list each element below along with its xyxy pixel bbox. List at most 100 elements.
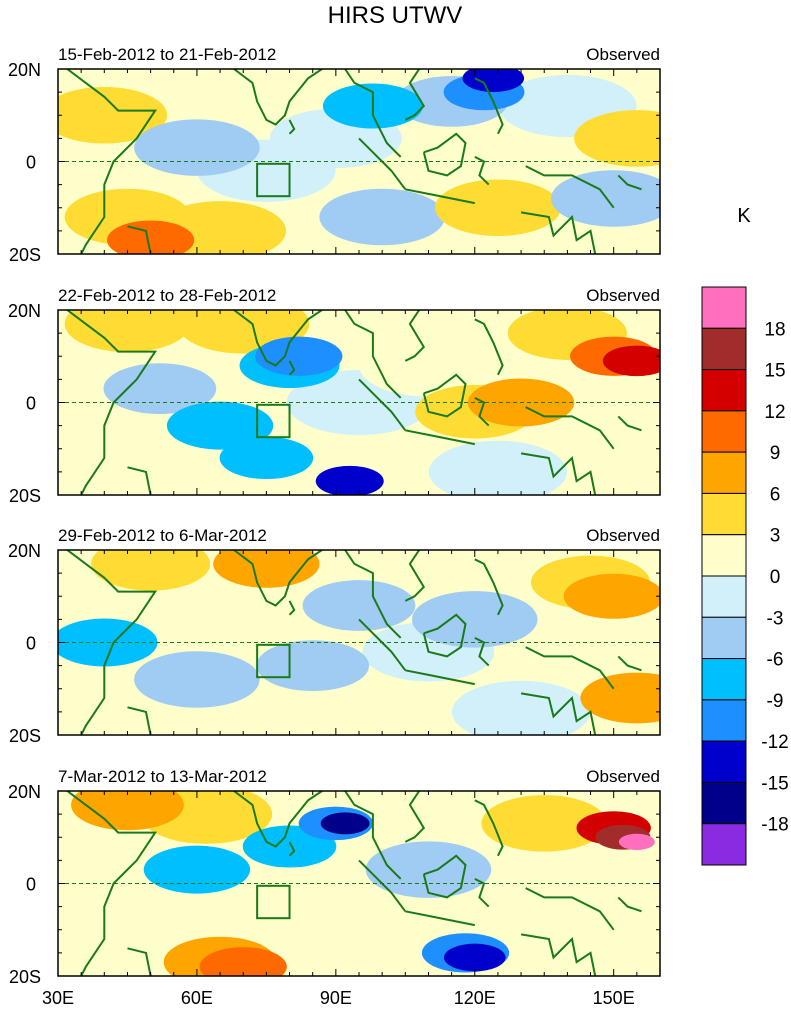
coastline xyxy=(520,692,597,735)
panel-source-label: Observed xyxy=(586,45,660,64)
coastline xyxy=(525,646,615,690)
coastline xyxy=(233,310,323,367)
coastline xyxy=(404,550,426,602)
coastline xyxy=(422,373,467,418)
coastline xyxy=(288,600,296,616)
x-tick-label: 150E xyxy=(593,988,635,1008)
colorbar-label: 15 xyxy=(764,361,785,382)
coastline xyxy=(474,799,504,857)
y-tick-label: 20S xyxy=(9,245,41,265)
colorbar-label: -3 xyxy=(767,608,784,629)
colorbar-swatch xyxy=(701,781,747,825)
utwv-field xyxy=(58,69,660,254)
colorbar-label: -9 xyxy=(767,691,784,712)
anomaly-cell xyxy=(319,188,445,246)
region-box xyxy=(256,884,291,920)
y-tick-label: 20S xyxy=(9,726,41,746)
utwv-field xyxy=(58,550,660,735)
colorbar-swatch xyxy=(701,658,747,701)
colorbar-swatch xyxy=(701,616,747,660)
anomaly-cell xyxy=(443,943,506,972)
coastline xyxy=(474,558,504,616)
coastline xyxy=(422,854,467,899)
colorbar-swatch xyxy=(701,410,747,453)
utwv-field xyxy=(58,310,660,495)
anomaly-cell xyxy=(143,845,251,894)
map-panel-1: 15-Feb-2012 to 21-Feb-2012 Observed 20N 0 20… xyxy=(8,45,661,265)
anomaly-cell xyxy=(166,401,274,450)
colorbar-label: 6 xyxy=(770,484,781,505)
anomaly-cell xyxy=(550,170,660,227)
colorbar-swatch xyxy=(701,286,747,329)
coastline xyxy=(405,669,475,686)
coastline xyxy=(288,360,296,376)
coastline xyxy=(520,211,597,254)
map-panel-3: 29-Feb-2012 to 6-Mar-2012 Observed 20N 0 20S xyxy=(8,526,661,746)
figure-title: HIRS UTWV xyxy=(328,2,463,29)
anomaly-cell xyxy=(481,795,608,852)
y-tick-label: 0 xyxy=(26,153,36,173)
coastline xyxy=(233,550,323,607)
anomaly-cell xyxy=(71,791,184,831)
coastline xyxy=(404,791,426,843)
colorbar-swatch xyxy=(701,492,747,536)
coastline xyxy=(344,550,402,639)
coastline xyxy=(422,613,467,658)
anomaly-cell xyxy=(315,465,384,495)
colorbar-label: -6 xyxy=(767,650,784,671)
colorbar-swatch xyxy=(701,823,747,866)
anomaly-cell xyxy=(134,119,260,176)
x-tick-label: 60E xyxy=(181,988,213,1008)
region-box xyxy=(256,162,291,198)
region-box xyxy=(256,403,291,439)
coastline xyxy=(288,119,296,135)
coastline xyxy=(344,69,402,158)
coastline xyxy=(525,887,615,931)
x-tick-label: 30E xyxy=(42,988,74,1008)
anomaly-cell xyxy=(256,640,370,692)
x-tick-label: 90E xyxy=(320,988,352,1008)
anomaly-cell xyxy=(451,680,591,735)
map-panels: 15-Feb-2012 to 21-Feb-2012 Observed 20N 0 20… xyxy=(8,45,661,987)
coastline xyxy=(344,310,402,399)
y-tick-label: 20N xyxy=(8,541,41,561)
colorbar: 18 15 12 9 6 3 0 -3 -6 -9 -12 -15 -18 xyxy=(701,286,789,866)
coastline xyxy=(617,896,642,913)
coastline xyxy=(525,165,615,209)
colorbar-label: 12 xyxy=(764,402,785,423)
anomaly-cell xyxy=(538,895,660,964)
coastline xyxy=(66,791,158,976)
region-box xyxy=(256,643,291,679)
anomaly-cell xyxy=(219,436,314,480)
anomaly-cell xyxy=(574,110,660,167)
coastline xyxy=(617,415,642,432)
anomaly-cell xyxy=(563,573,660,619)
colorbar-swatch xyxy=(701,740,747,783)
coastline xyxy=(127,706,152,735)
coastline xyxy=(474,77,504,135)
coastline xyxy=(474,637,490,667)
coastline xyxy=(233,69,323,126)
colorbar-swatch xyxy=(701,369,747,412)
coastline xyxy=(525,406,615,450)
panel-period-label: 7-Mar-2012 to 13-Mar-2012 xyxy=(58,767,267,786)
coastline xyxy=(617,174,642,191)
colorbar-swatch xyxy=(701,699,747,742)
colorbar-label: -12 xyxy=(761,732,788,753)
coastline xyxy=(288,841,296,857)
coastline xyxy=(474,397,490,427)
colorbar-swatch xyxy=(701,451,747,494)
panel-period-label: 15-Feb-2012 to 21-Feb-2012 xyxy=(58,45,276,64)
coastline xyxy=(127,225,152,254)
anomaly-cell xyxy=(435,179,561,237)
anomaly-cell xyxy=(134,651,260,708)
coastline xyxy=(127,947,152,976)
anomaly-cell xyxy=(580,672,660,724)
colorbar-swatch xyxy=(701,327,747,371)
coastline xyxy=(404,69,426,121)
anomaly-cell xyxy=(199,947,287,976)
coastline xyxy=(66,550,158,735)
units-label: K xyxy=(737,205,751,227)
colorbar-swatch xyxy=(701,534,747,577)
